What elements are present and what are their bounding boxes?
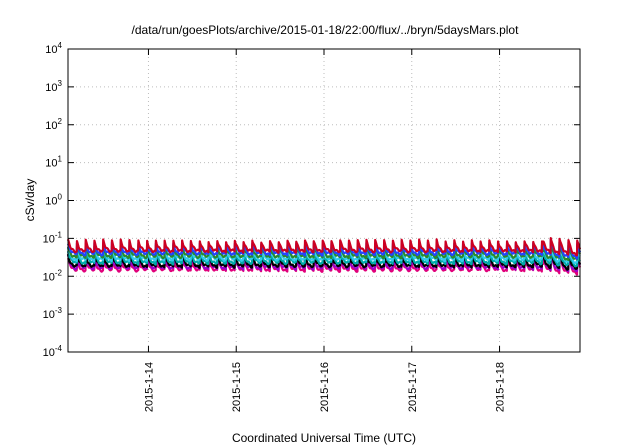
y-tick-label: 103 — [45, 79, 62, 94]
chart-title: /data/run/goesPlots/archive/2015-01-18/2… — [132, 23, 520, 37]
y-tick-label: 10-3 — [43, 306, 63, 321]
y-tick-base: 10 — [45, 158, 57, 170]
y-tick-base: 10 — [45, 44, 57, 56]
y-tick-label: 100 — [45, 193, 62, 208]
y-tick-label: 10-4 — [43, 344, 63, 359]
y-tick-label: 104 — [45, 41, 62, 56]
y-tick-base: 10 — [43, 309, 55, 321]
y-tick-exponent: 2 — [58, 117, 63, 126]
y-tick-base: 10 — [45, 196, 57, 208]
x-axis-label: Coordinated Universal Time (UTC) — [232, 431, 416, 445]
series-line-4 — [66, 243, 581, 268]
y-tick-base: 10 — [43, 233, 55, 245]
x-tick-labels: 2015-1-14 2015-1-15 2015-1-16 2015-1-17 2015… — [143, 362, 506, 412]
series-line-6 — [66, 240, 582, 262]
y-tick-label: 10-1 — [43, 230, 63, 245]
y-tick-label: 102 — [45, 117, 62, 132]
y-tick-exponent: 0 — [58, 193, 63, 202]
y-tick-base: 10 — [45, 120, 57, 132]
y-tick-base: 10 — [43, 347, 55, 359]
series-group — [66, 237, 582, 276]
series-line-3 — [66, 248, 582, 271]
y-tick-base: 10 — [45, 82, 57, 94]
grid — [68, 49, 580, 352]
y-tick-exponent: 3 — [58, 79, 63, 88]
y-tick-exponent: -2 — [55, 268, 63, 277]
y-tick-label: 10-2 — [43, 268, 63, 283]
y-axis-label: cSv/day — [23, 179, 37, 222]
y-tick-exponent: -1 — [55, 230, 63, 239]
x-tick-label: 2015-1-18 — [495, 362, 507, 412]
series-line-7 — [66, 238, 582, 260]
x-tick-label: 2015-1-15 — [231, 362, 243, 412]
series-line-8 — [66, 237, 582, 257]
x-tick-label: 2015-1-14 — [143, 362, 155, 412]
y-tick-exponent: 1 — [58, 155, 63, 164]
y-tick-exponent: -4 — [55, 344, 63, 353]
y-tick-label: 101 — [45, 155, 62, 170]
ticks — [68, 48, 580, 353]
x-tick-label: 2015-1-17 — [407, 362, 419, 412]
x-tick-label: 2015-1-16 — [319, 362, 331, 412]
y-tick-exponent: -3 — [55, 306, 63, 315]
y-tick-base: 10 — [43, 271, 55, 283]
y-tick-exponent: 4 — [58, 41, 63, 50]
